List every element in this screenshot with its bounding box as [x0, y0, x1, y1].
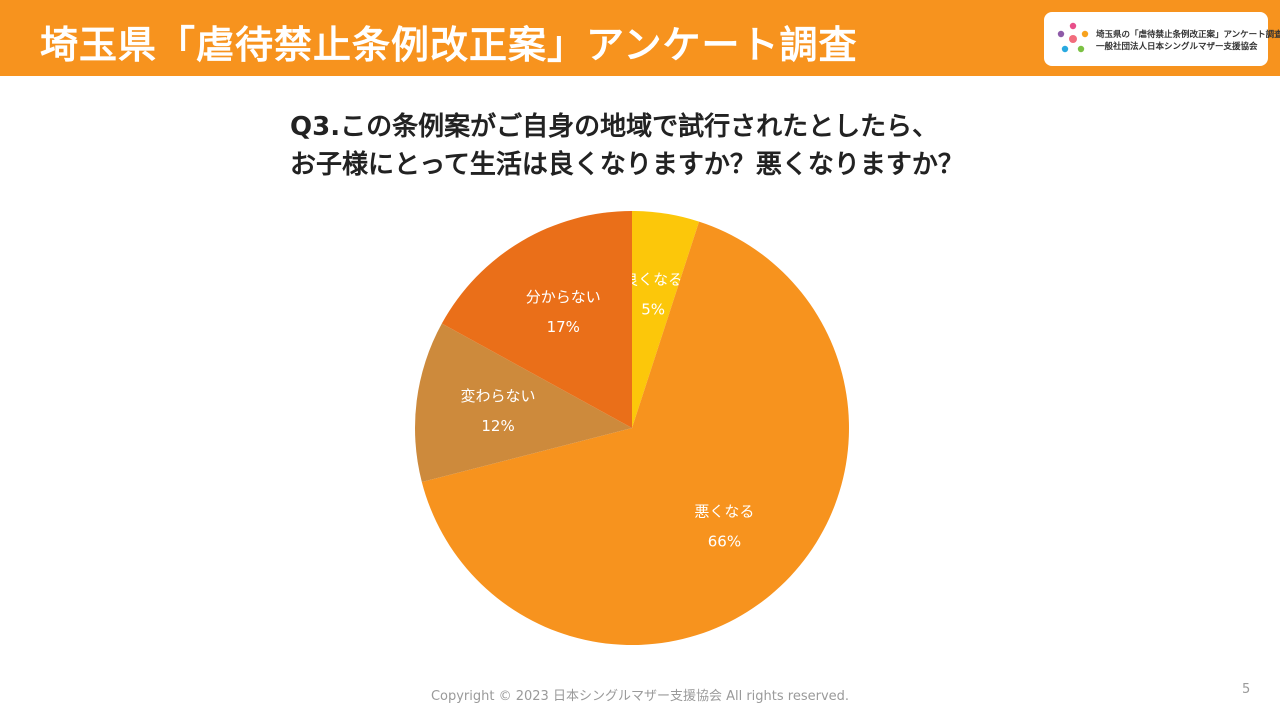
- pie-slice-2: [415, 323, 632, 482]
- copyright-footer: Copyright © 2023 日本シングルマザー支援協会 All right…: [430, 689, 850, 704]
- logo-text-organization: 一般社団法人日本シングルマザー支援協会: [1096, 42, 1258, 52]
- pie-slice-label: 良くなる: [623, 271, 683, 289]
- pie-slice-1: [421, 221, 849, 646]
- logo-card: 埼玉県の「虐待禁止条例改正案」アンケート調査 一般社団法人日本シングルマザー支援…: [1044, 12, 1280, 66]
- flower-logo-icon: [1057, 22, 1089, 53]
- question-heading: Q3.この条例案がご自身の地域で試行されたとしたら、 お子様にとって生活は良くな…: [290, 108, 1050, 184]
- pie-slice-3: [441, 211, 632, 428]
- pie-slice-percent: 12%: [481, 417, 514, 435]
- pie-slice-0: [632, 211, 700, 428]
- pie-slice-label: 分からない: [526, 288, 601, 306]
- logo-text-survey: 埼玉県の「虐待禁止条例改正案」アンケート調査: [1096, 30, 1280, 40]
- page-title: 埼玉県「虐待禁止条例改正案」アンケート調査: [40, 23, 858, 67]
- pie-slice-label: 変わらない: [461, 387, 536, 405]
- pie-slice-label: 悪くなる: [694, 502, 754, 520]
- page-number: 5: [1242, 682, 1251, 697]
- pie-slice-percent: 66%: [708, 532, 741, 550]
- header-bar: 埼玉県「虐待禁止条例改正案」アンケート調査 埼玉県の「虐待禁止条例改正案」アンケ…: [0, 0, 1280, 76]
- pie-slice-percent: 5%: [641, 301, 665, 319]
- question-line-2: お子様にとって生活は良くなりますか？悪くなりますか？: [290, 150, 964, 180]
- question-line-1: Q3.この条例案がご自身の地域で試行されたとしたら、: [290, 112, 939, 142]
- pie-slice-percent: 17%: [547, 318, 580, 336]
- pie-chart: 良くなる 5% 悪くなる 66% 変わらない 12% 分からない 17%: [415, 211, 849, 646]
